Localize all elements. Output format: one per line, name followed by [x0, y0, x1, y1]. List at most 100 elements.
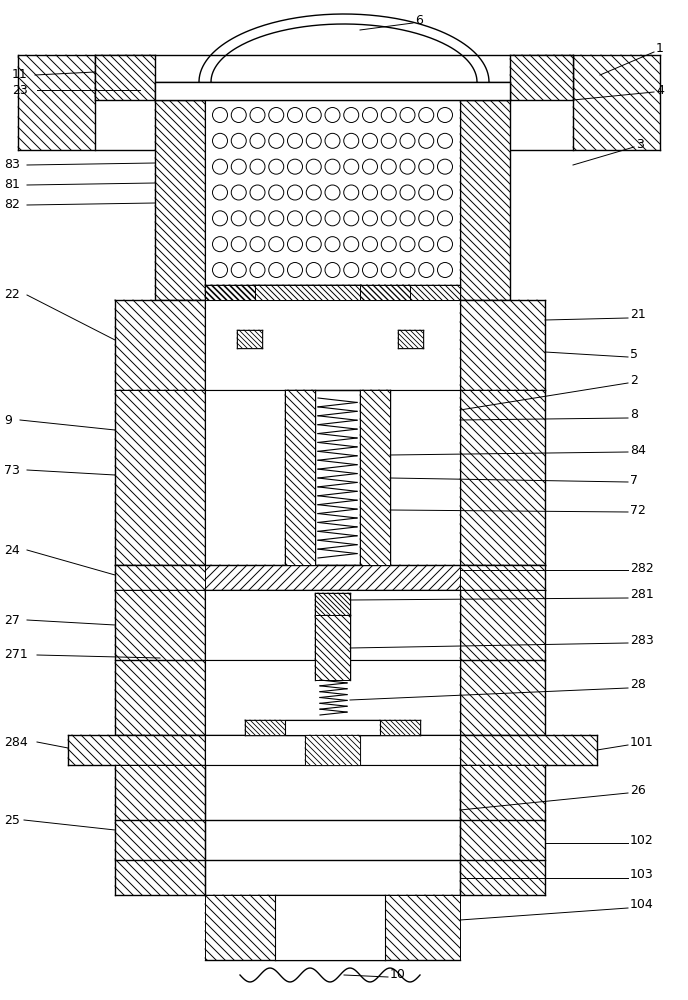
Bar: [205, 285, 255, 300]
Bar: [460, 590, 545, 735]
Bar: [68, 735, 205, 765]
Circle shape: [250, 159, 265, 174]
Circle shape: [288, 107, 303, 122]
Circle shape: [438, 107, 453, 122]
Bar: [460, 565, 545, 590]
Bar: [155, 100, 205, 300]
Circle shape: [363, 237, 378, 252]
Circle shape: [344, 262, 358, 277]
Circle shape: [306, 211, 321, 226]
Bar: [115, 590, 205, 735]
Circle shape: [325, 159, 340, 174]
Circle shape: [306, 133, 321, 148]
Circle shape: [269, 133, 283, 148]
Text: 21: 21: [630, 308, 646, 322]
Circle shape: [363, 133, 378, 148]
Bar: [205, 735, 460, 765]
Circle shape: [344, 107, 358, 122]
Text: 4: 4: [656, 84, 664, 97]
Bar: [115, 390, 205, 565]
Text: 103: 103: [630, 868, 654, 882]
Circle shape: [363, 211, 378, 226]
Bar: [285, 720, 380, 735]
Circle shape: [231, 237, 246, 252]
Circle shape: [288, 185, 303, 200]
Text: 7: 7: [630, 474, 638, 487]
Circle shape: [400, 159, 415, 174]
Bar: [205, 300, 460, 390]
Circle shape: [381, 262, 396, 277]
Bar: [115, 765, 205, 895]
Bar: [305, 735, 360, 765]
Circle shape: [381, 159, 396, 174]
Bar: [510, 55, 573, 100]
Circle shape: [381, 237, 396, 252]
Text: 73: 73: [4, 464, 20, 477]
Bar: [398, 330, 423, 348]
Text: 3: 3: [636, 138, 644, 151]
Circle shape: [325, 107, 340, 122]
Circle shape: [288, 262, 303, 277]
Circle shape: [288, 211, 303, 226]
Circle shape: [400, 237, 415, 252]
Circle shape: [250, 185, 265, 200]
Circle shape: [438, 237, 453, 252]
Text: 283: 283: [630, 634, 654, 647]
Circle shape: [231, 159, 246, 174]
Circle shape: [344, 237, 358, 252]
Circle shape: [400, 133, 415, 148]
Bar: [205, 390, 460, 565]
Bar: [155, 82, 510, 100]
Circle shape: [306, 159, 321, 174]
Text: 11: 11: [12, 68, 28, 82]
Circle shape: [363, 107, 378, 122]
Text: 104: 104: [630, 898, 654, 912]
Bar: [360, 390, 390, 565]
Circle shape: [325, 133, 340, 148]
Bar: [205, 660, 460, 735]
Text: 27: 27: [4, 613, 20, 626]
Bar: [205, 590, 460, 660]
Bar: [360, 285, 410, 300]
Bar: [315, 593, 350, 615]
Circle shape: [250, 237, 265, 252]
Bar: [95, 55, 155, 100]
Text: 81: 81: [4, 178, 20, 192]
Circle shape: [363, 185, 378, 200]
Circle shape: [325, 211, 340, 226]
Circle shape: [419, 262, 433, 277]
Circle shape: [400, 185, 415, 200]
Bar: [205, 285, 460, 300]
Circle shape: [269, 159, 283, 174]
Text: 72: 72: [630, 504, 646, 516]
Bar: [460, 300, 545, 390]
Circle shape: [419, 159, 433, 174]
Circle shape: [438, 211, 453, 226]
Bar: [18, 55, 95, 150]
Circle shape: [250, 107, 265, 122]
Circle shape: [344, 211, 358, 226]
Text: 102: 102: [630, 834, 654, 846]
Circle shape: [231, 107, 246, 122]
Circle shape: [344, 185, 358, 200]
Circle shape: [419, 211, 433, 226]
Circle shape: [381, 107, 396, 122]
Bar: [115, 300, 205, 390]
Circle shape: [400, 107, 415, 122]
Circle shape: [419, 237, 433, 252]
Bar: [205, 565, 460, 590]
Bar: [460, 765, 545, 895]
Circle shape: [213, 262, 228, 277]
Circle shape: [306, 237, 321, 252]
Text: 271: 271: [4, 648, 28, 662]
Bar: [305, 735, 360, 765]
Text: 22: 22: [4, 288, 20, 302]
Circle shape: [250, 262, 265, 277]
Bar: [115, 565, 205, 590]
Circle shape: [363, 159, 378, 174]
Bar: [205, 100, 460, 285]
Circle shape: [325, 185, 340, 200]
Bar: [460, 390, 545, 565]
Circle shape: [363, 262, 378, 277]
Text: 23: 23: [12, 84, 28, 97]
